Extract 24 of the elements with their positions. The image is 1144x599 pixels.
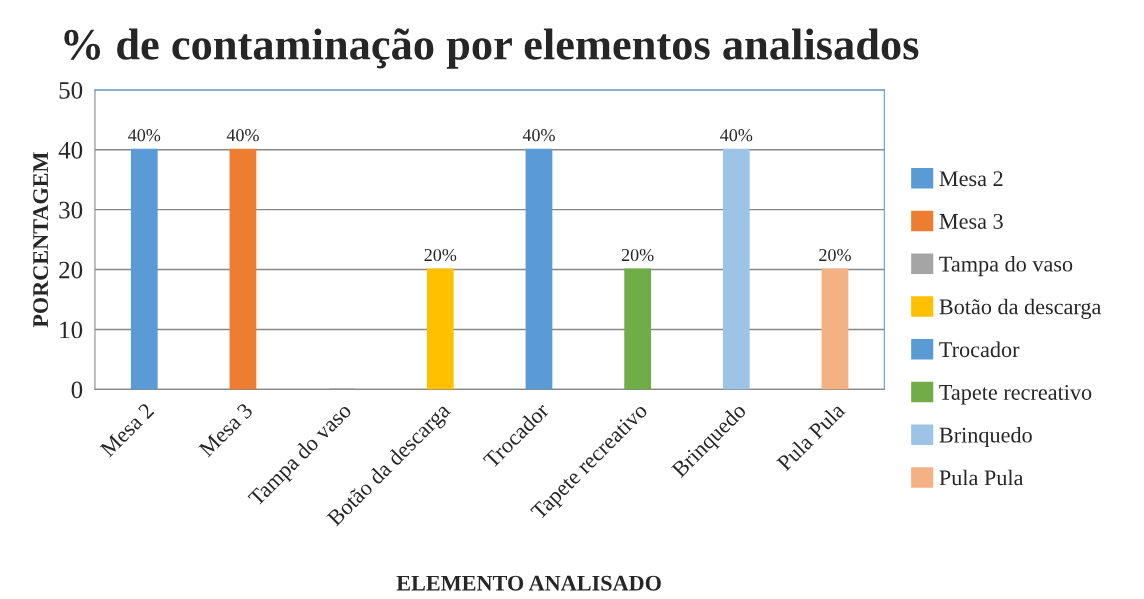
legend-label: Mesa 3 (939, 213, 1003, 229)
legend-label: Tapete recreativo (939, 384, 1092, 405)
data-label: 20% (621, 248, 654, 262)
y-tick-label: 50 (59, 81, 83, 99)
y-tick-label: 20 (59, 261, 83, 279)
data-label: 20% (424, 248, 457, 262)
legend-label: Botão da descarga (939, 298, 1102, 319)
legend-label: Tampa do vaso (939, 255, 1073, 277)
x-axis-title: ELEMENTO ANALISADO (396, 575, 661, 591)
legend-label: Mesa 2 (939, 171, 1003, 187)
y-tick-label: 0 (71, 381, 83, 399)
legend-label: Trocador (939, 341, 1020, 358)
data-label: 40% (128, 129, 161, 142)
data-label: 40% (720, 129, 753, 142)
data-label: 40% (226, 129, 259, 142)
x-tick-label: Pula Pula (775, 401, 846, 472)
data-label: 40% (522, 129, 555, 142)
legend-label: Pula Pula (939, 469, 1024, 486)
data-label: 20% (819, 248, 851, 262)
y-tick-label: 40 (58, 141, 83, 159)
y-tick-label: 10 (60, 321, 83, 339)
chart-title: % de contaminação por elementos analisados (64, 28, 919, 69)
y-tick-label: 30 (59, 201, 83, 219)
y-axis-title: PORCENTAGEM (33, 152, 49, 328)
